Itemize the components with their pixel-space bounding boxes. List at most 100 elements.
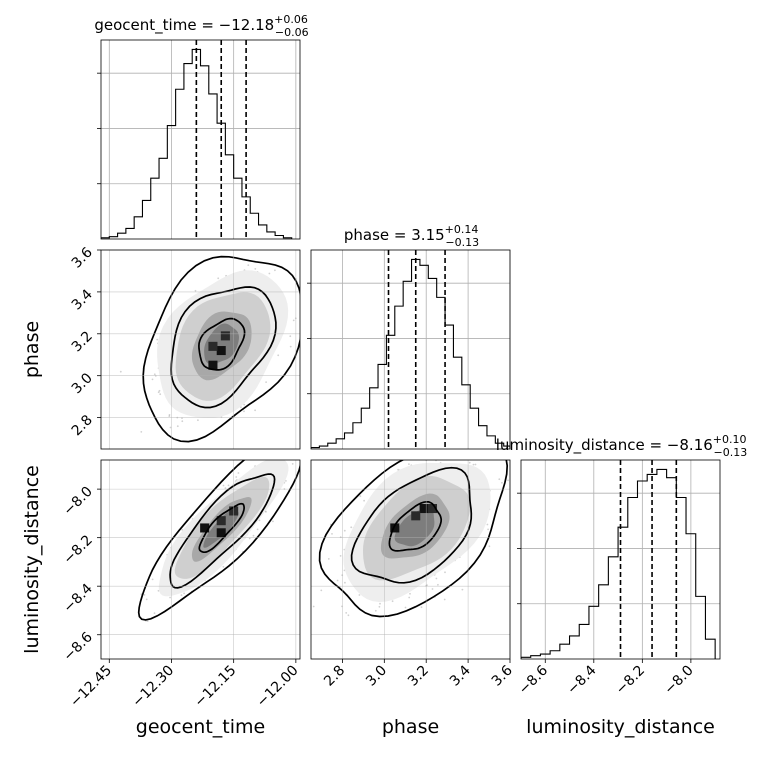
contour-0 [388,500,443,552]
xtick-label-phase-2: 3.2 [405,663,432,690]
sample-point [181,420,184,423]
sample-point [443,598,446,601]
xtick-label-phase-0: 2.8 [321,663,348,690]
panel-frame [100,459,301,660]
sample-point [409,592,411,595]
panel-content [137,452,300,622]
sample-point [331,533,333,535]
ytick-label-phase-2: 3.2 [69,328,96,355]
sample-point [243,403,246,406]
sample-point [448,454,450,456]
density-peak-cell [208,341,218,351]
sample-point [420,606,423,609]
sample-point [378,605,381,608]
scatter-panel-phase-vs-luminosity_distance [310,454,511,660]
panel-bg [311,250,510,449]
xtick-label-phase-4: 3.6 [489,662,516,689]
sample-point [391,600,394,603]
sample-point [247,264,250,266]
sample-point [268,272,271,275]
sample-point [119,370,122,373]
sample-point [254,409,256,412]
xtick-label-phase-3: 3.4 [447,662,474,689]
sample-point [217,277,220,280]
sample-point [248,537,251,540]
sample-point [268,452,270,454]
sample-point [339,555,342,557]
ytick-label-luminosity_distance-3: −8.0 [60,484,95,519]
ytick-label-phase-1: 3.0 [69,370,96,397]
panel-frame [520,459,721,660]
sample-point [258,458,260,460]
density-peak-cell [208,360,218,370]
sample-point [157,589,160,592]
sample-point [507,479,509,482]
density-peak-cell [411,511,421,521]
sample-point [312,605,315,608]
sample-point [296,456,298,458]
sample-point [222,565,225,568]
hist-panel-phase: phase = 3.15+0.14 −0.13 [307,223,511,450]
density-peak-cell [216,528,226,538]
sample-point [235,476,238,478]
xtick-label-luminosity_distance-0: −8.6 [516,662,551,697]
sample-point [158,389,161,392]
sample-point [159,393,162,396]
xtick-label-luminosity_distance-1: −8.4 [564,662,599,697]
sample-point [145,598,148,601]
sample-point [498,478,501,481]
sample-point [345,612,348,614]
density-peak-cell [200,523,210,533]
panel-bg [101,40,300,239]
title-luminosity_distance: luminosity_distance = −8.16+0.10 −0.13 [496,433,747,459]
sample-point [292,319,295,322]
sample-point [468,461,471,464]
sample-point [379,602,381,605]
sample-point [289,345,292,348]
sample-point [256,528,259,531]
sample-point [320,589,323,592]
sample-point [472,463,475,466]
sample-point [486,523,489,526]
panel-frame [100,249,301,450]
sample-point [227,484,230,487]
sample-point [156,338,159,341]
sample-point [461,588,464,591]
hist-panel-luminosity_distance: luminosity_distance = −8.16+0.10 −0.13 [496,433,747,660]
sample-point [157,391,160,394]
sample-point [168,415,171,417]
sample-point [289,335,292,338]
scatter-panel-geocent_time-vs-phase [100,249,301,450]
sample-point [272,520,274,523]
sample-point [176,425,179,428]
sample-point [343,529,346,532]
sample-point [153,612,156,615]
contour-2 [142,255,300,443]
sample-point [146,620,149,622]
histogram-luminosity_distance [521,468,716,659]
title-geocent_time: geocent_time = −12.18+0.06 −0.06 [94,13,308,39]
ytick-label-phase-0: 2.8 [69,412,96,439]
density-peak-cell [390,523,400,533]
density-peak-cell [216,516,226,526]
sample-point [435,577,438,580]
xtick-label-geocent_time-0: −12.45 [67,663,115,711]
sample-point [265,381,267,383]
sample-point [237,472,240,474]
sample-point [194,289,197,292]
title-phase: phase = 3.15+0.14 −0.13 [344,223,479,249]
density-peak-cell [216,346,226,356]
sample-point [281,456,283,458]
sample-point [285,480,287,482]
contour-2 [137,460,300,621]
sample-point [350,526,353,529]
sample-point [347,614,350,617]
sample-point [291,463,294,465]
sample-point [180,594,183,596]
sample-point [363,499,365,502]
ytick-label-luminosity_distance-0: −8.6 [60,629,95,664]
contour-1 [169,473,276,589]
sample-point [440,456,442,458]
ytick-label-luminosity_distance-1: −8.4 [60,581,95,616]
